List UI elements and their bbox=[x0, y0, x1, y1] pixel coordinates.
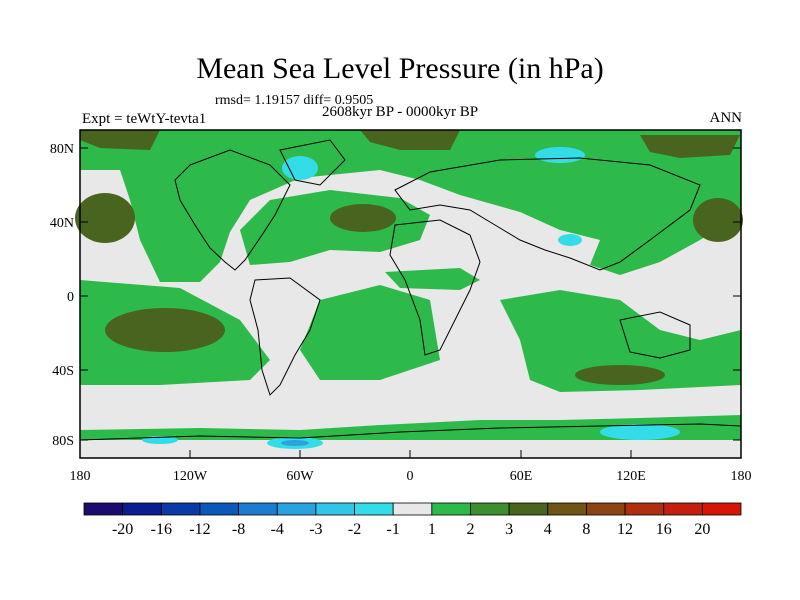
lat-label: 40S bbox=[52, 364, 74, 379]
legend-label: 4 bbox=[544, 521, 552, 538]
lon-label: 0 bbox=[407, 469, 414, 484]
anomaly-low-antarctic-e bbox=[600, 424, 680, 440]
legend-swatch bbox=[547, 502, 587, 516]
coast-greenland bbox=[279, 139, 346, 186]
legend-swatch bbox=[701, 502, 742, 516]
anomaly-high-pacific-ne bbox=[693, 198, 743, 242]
legend-swatch bbox=[83, 502, 124, 516]
legend-label: -12 bbox=[189, 521, 210, 538]
coast-africa bbox=[389, 219, 481, 356]
legend-label: -4 bbox=[271, 521, 284, 538]
season-label: ANN bbox=[709, 110, 743, 126]
legend-swatch bbox=[199, 502, 239, 516]
lat-label: 80N bbox=[50, 142, 74, 157]
lat-label: 80S bbox=[52, 434, 74, 449]
legend-label: 1 bbox=[428, 521, 436, 538]
legend-label: 12 bbox=[617, 521, 633, 538]
legend-swatch bbox=[508, 502, 549, 516]
coast-antarctica bbox=[79, 423, 742, 441]
anomaly-region-indian bbox=[500, 290, 741, 392]
anomaly-high-south-pacific bbox=[105, 308, 225, 352]
legend-label: 3 bbox=[505, 521, 513, 538]
anomaly-region-sahel bbox=[385, 268, 480, 290]
lon-label: 120E bbox=[616, 469, 646, 484]
legend-label: 16 bbox=[656, 521, 672, 538]
lon-label: 60W bbox=[286, 469, 314, 484]
anomaly-low-greenland bbox=[282, 156, 318, 180]
coast-australia bbox=[619, 311, 691, 359]
coast-south-america bbox=[249, 277, 321, 396]
anomaly-region-south-atlantic bbox=[300, 285, 440, 380]
legend-swatch bbox=[624, 502, 665, 516]
legend-swatch bbox=[392, 502, 433, 516]
anomaly-high-pacific-n bbox=[75, 193, 135, 243]
lat-label: 40N bbox=[50, 216, 74, 231]
coastlines bbox=[79, 139, 742, 441]
legend-label: -8 bbox=[232, 521, 245, 538]
legend-label: -20 bbox=[112, 521, 133, 538]
experiment-label: Expt = teWtY-tevta1 bbox=[82, 111, 207, 127]
stats-text: rmsd= 1.19157 diff= 0.9505 bbox=[215, 93, 374, 108]
legend-swatch bbox=[470, 502, 510, 516]
coast-europe-asia bbox=[394, 157, 701, 271]
anomaly-high-arctic-ne bbox=[640, 135, 740, 158]
legend-swatch bbox=[276, 502, 317, 516]
anomaly-low-tibet bbox=[558, 234, 582, 246]
legend-label: 2 bbox=[466, 521, 474, 538]
antarctic-interior bbox=[80, 440, 741, 458]
legend-label: 20 bbox=[694, 521, 710, 538]
lon-label: 60E bbox=[510, 469, 533, 484]
anomaly-high-arctic-w bbox=[80, 130, 160, 150]
lon-label: 180 bbox=[731, 469, 752, 484]
anomaly-region-north bbox=[80, 130, 741, 282]
legend-swatch bbox=[315, 502, 355, 516]
legend-swatch bbox=[354, 502, 394, 516]
legend-label: 8 bbox=[582, 521, 590, 538]
lat-label: 0 bbox=[67, 290, 74, 305]
anomaly-high-atlantic-n bbox=[330, 204, 396, 232]
legend-label: -3 bbox=[309, 521, 322, 538]
anomaly-high-south-indian bbox=[575, 365, 665, 385]
legend-swatch bbox=[238, 502, 278, 516]
lon-label: 180 bbox=[70, 469, 91, 484]
legend-swatch bbox=[122, 502, 162, 516]
legend-boxes bbox=[83, 502, 742, 516]
legend-swatch bbox=[431, 502, 471, 516]
legend-labels: -20 -16 -12 -8 -4 -3 -2 -1 1 2 3 4 8 12 16 20 bbox=[112, 521, 710, 538]
period-text: 2608kyr BP - 0000kyr BP bbox=[321, 104, 479, 120]
legend-label: -16 bbox=[151, 521, 172, 538]
legend-swatch bbox=[160, 502, 201, 516]
anomaly-low-antarctic-w-core bbox=[281, 440, 309, 446]
coast-north-america bbox=[174, 149, 291, 271]
legend-swatch bbox=[586, 502, 626, 516]
latitude-axis: 80N 40N 0 40S 80S bbox=[50, 142, 741, 449]
longitude-axis: 180 120W 60W 0 60E 120E 180 bbox=[70, 450, 752, 484]
legend-swatch bbox=[663, 502, 703, 516]
legend-label: -1 bbox=[387, 521, 400, 538]
legend-label: -2 bbox=[348, 521, 361, 538]
map-title: Mean Sea Level Pressure (in hPa) bbox=[196, 52, 604, 85]
lon-label: 120W bbox=[173, 469, 208, 484]
anomaly-high-arctic-e bbox=[360, 130, 460, 150]
